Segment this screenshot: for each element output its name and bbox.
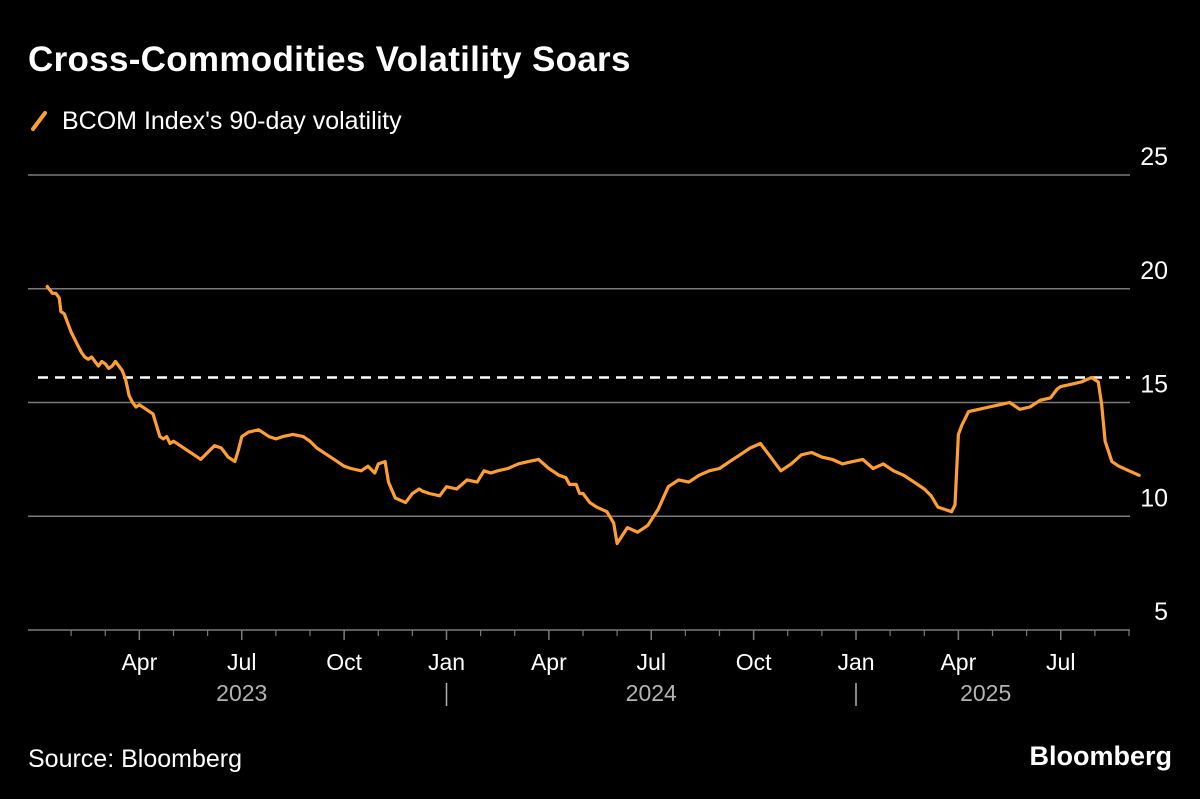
y-tick-label-5: 5 <box>1154 598 1168 626</box>
y-tick-label-15: 15 <box>1140 371 1168 399</box>
x-tick-label-apr: Apr <box>531 649 567 675</box>
x-tick-label-apr: Apr <box>940 649 976 675</box>
y-tick-label-25: 25 <box>1140 143 1168 171</box>
y-tick-label-10: 10 <box>1140 484 1168 512</box>
bloomberg-logo: Bloomberg <box>1029 741 1172 771</box>
x-tick-label-apr: Apr <box>121 649 157 675</box>
legend-line-icon <box>30 110 48 132</box>
series-line-bcom-volatility <box>45 284 1141 546</box>
x-tick-label-jul: Jul <box>227 649 256 675</box>
x-tick-label-jan: Jan <box>428 649 465 675</box>
x-tick-label-jul: Jul <box>637 649 666 675</box>
legend-label: BCOM Index's 90-day volatility <box>62 106 402 135</box>
chart-title: Cross-Commodities Volatility Soars <box>28 40 631 79</box>
year-label-2024: 2024 <box>626 680 677 706</box>
year-label-2023: 2023 <box>216 680 267 706</box>
x-tick-label-oct: Oct <box>326 649 362 675</box>
y-tick-label-20: 20 <box>1140 257 1168 285</box>
source-note: Source: Bloomberg <box>28 745 243 773</box>
legend: BCOM Index's 90-day volatility <box>30 104 402 138</box>
x-tick-label-jan: Jan <box>837 649 874 675</box>
x-tick-label-jul: Jul <box>1046 649 1075 675</box>
year-label-2025: 2025 <box>960 680 1011 706</box>
x-tick-label-oct: Oct <box>736 649 772 675</box>
